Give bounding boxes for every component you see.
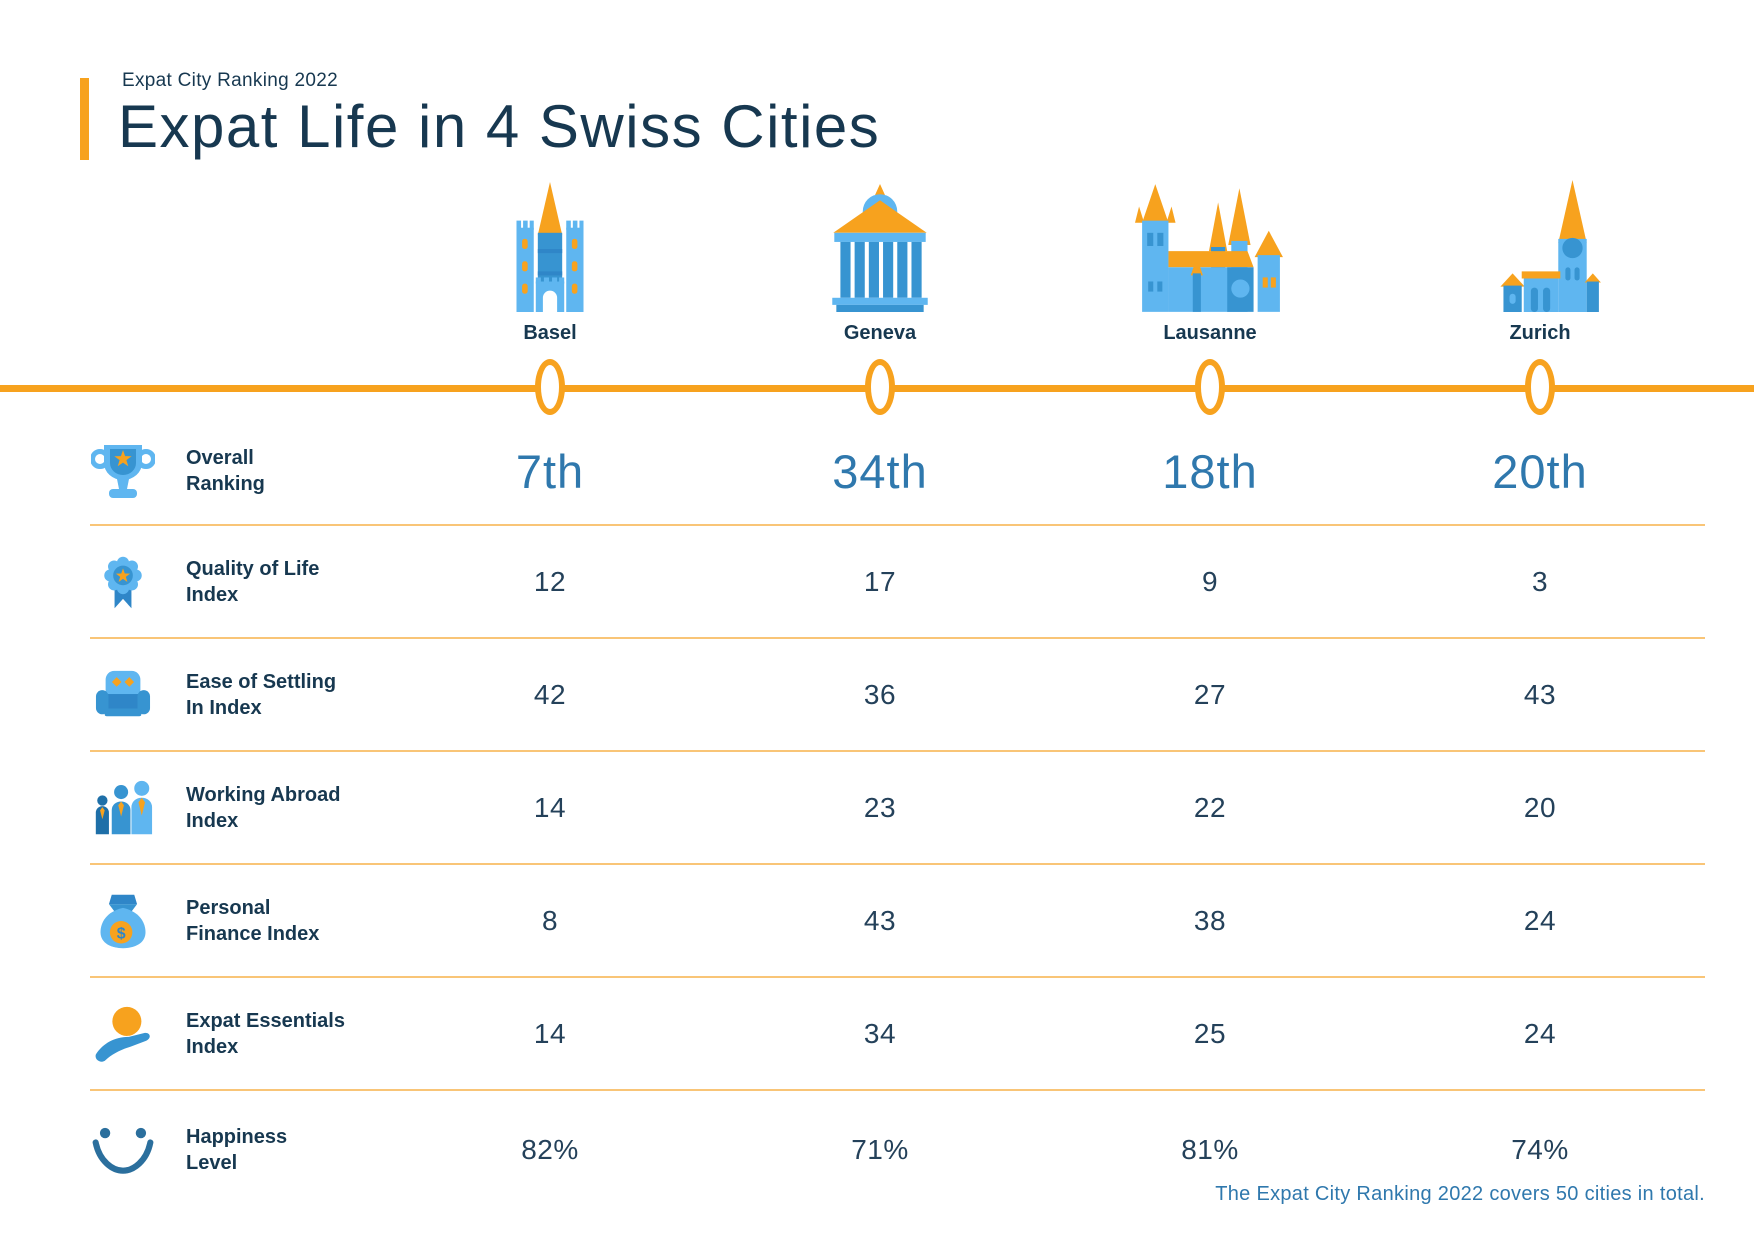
trophy-icon — [90, 439, 156, 503]
city-name: Zurich — [1509, 322, 1571, 344]
row-label: Working Abroad Index — [186, 783, 341, 832]
city-name: Geneva — [843, 322, 917, 344]
value-geneva: 17 — [863, 565, 897, 597]
smiley-icon — [90, 1120, 156, 1180]
hand-coin-icon — [90, 1003, 156, 1065]
row-label: Personal Finance Index — [186, 896, 320, 945]
value-basel: 42 — [533, 678, 567, 710]
city-name: Basel — [523, 322, 577, 344]
value-lausanne: 25 — [1193, 1017, 1227, 1049]
value-basel: 82% — [521, 1134, 579, 1165]
timeline-marker-basel — [535, 359, 565, 415]
table-row-quality-of-life: Quality of Life Index 12 17 9 3 — [90, 526, 1705, 639]
people-icon — [90, 779, 156, 837]
city-column-zurich: Zurich — [1375, 160, 1705, 345]
row-label: Overall Ranking — [186, 447, 265, 495]
city-column-lausanne: Lausanne — [1045, 160, 1375, 345]
value-geneva: 34 — [863, 1017, 897, 1049]
value-lausanne: 18th — [1162, 444, 1258, 498]
quality-badge-icon — [90, 551, 156, 613]
value-basel: 14 — [533, 1017, 567, 1049]
table-row-personal-finance: $ Personal Finance Index 8 43 38 24 — [90, 865, 1705, 978]
value-lausanne: 22 — [1193, 791, 1227, 823]
row-label: Happiness Level — [186, 1126, 288, 1174]
armchair-icon — [90, 667, 156, 723]
value-geneva: 23 — [863, 791, 897, 823]
money-bag-icon: $ — [90, 892, 156, 950]
accent-bar — [80, 78, 89, 160]
basel-tower-illustration — [504, 160, 596, 312]
value-basel: 14 — [533, 791, 567, 823]
svg-text:$: $ — [117, 925, 126, 942]
value-zurich: 43 — [1523, 678, 1557, 710]
value-zurich: 20 — [1523, 791, 1557, 823]
value-zurich: 24 — [1523, 1017, 1557, 1049]
zurich-church-illustration — [1479, 160, 1601, 312]
value-geneva: 43 — [863, 904, 897, 936]
table-row-expat-essentials: Expat Essentials Index 14 34 25 24 — [90, 978, 1705, 1091]
table-row-ease-of-settling-in: Ease of Settling In Index 42 36 27 43 — [90, 639, 1705, 752]
value-lausanne: 81% — [1181, 1134, 1239, 1165]
kicker-text: Expat City Ranking 2022 — [122, 70, 339, 91]
value-geneva: 36 — [863, 678, 897, 710]
value-lausanne: 9 — [1201, 565, 1219, 597]
city-column-geneva: Geneva — [715, 160, 1045, 345]
table-row-working-abroad: Working Abroad Index 14 23 22 20 — [90, 752, 1705, 865]
lausanne-cathedral-illustration — [1134, 160, 1286, 312]
value-lausanne: 27 — [1193, 678, 1227, 710]
city-column-basel: Basel — [385, 160, 715, 345]
timeline-marker-zurich — [1525, 359, 1555, 415]
timeline-marker-lausanne — [1195, 359, 1225, 415]
row-label: Quality of Life Index — [186, 557, 320, 606]
value-basel: 7th — [515, 444, 585, 498]
timeline-marker-geneva — [865, 359, 895, 415]
value-geneva: 34th — [832, 444, 928, 498]
ranking-table: Overall Ranking 7th 34th 18th 20th — [90, 418, 1705, 1209]
value-zurich: 24 — [1523, 904, 1557, 936]
city-header: Basel Geneva — [90, 160, 1705, 345]
row-label: Expat Essentials Index — [186, 1009, 345, 1058]
value-zurich: 74% — [1511, 1134, 1569, 1165]
table-row-overall-ranking: Overall Ranking 7th 34th 18th 20th — [90, 418, 1705, 526]
value-zurich: 20th — [1492, 444, 1588, 498]
table-row-happiness-level: Happiness Level 82% 71% 81% 74% — [90, 1091, 1705, 1209]
value-geneva: 71% — [851, 1134, 909, 1165]
row-label: Ease of Settling In Index — [186, 670, 337, 719]
value-lausanne: 38 — [1193, 904, 1227, 936]
page-title: Expat Life in 4 Swiss Cities — [118, 93, 881, 160]
footer-note: The Expat City Ranking 2022 covers 50 ci… — [1215, 1183, 1705, 1205]
value-basel: 12 — [533, 565, 567, 597]
city-name: Lausanne — [1163, 322, 1257, 344]
value-zurich: 3 — [1531, 565, 1549, 597]
geneva-dome-illustration — [824, 160, 936, 312]
value-basel: 8 — [541, 904, 559, 936]
